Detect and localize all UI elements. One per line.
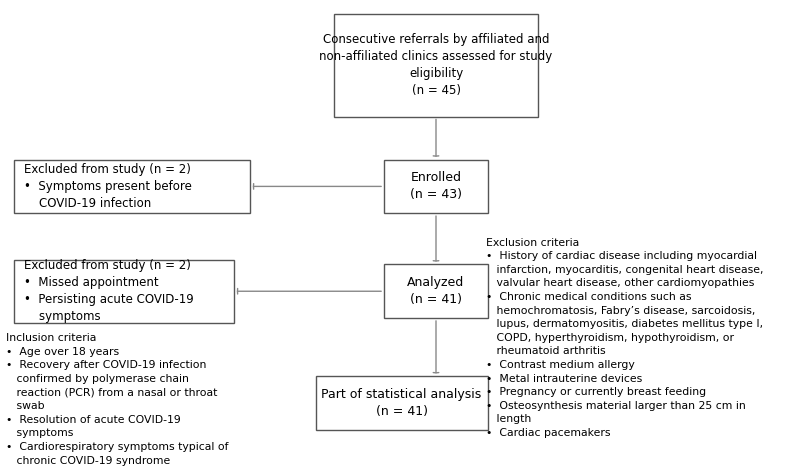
Text: Part of statistical analysis
(n = 41): Part of statistical analysis (n = 41) <box>322 388 482 418</box>
Text: Analyzed
(n = 41): Analyzed (n = 41) <box>407 276 465 306</box>
Text: Exclusion criteria
•  History of cardiac disease including myocardial
   infarct: Exclusion criteria • History of cardiac … <box>486 238 764 438</box>
Text: Inclusion criteria
•  Age over 18 years
•  Recovery after COVID-19 infection
   : Inclusion criteria • Age over 18 years •… <box>6 333 229 466</box>
FancyBboxPatch shape <box>384 159 488 213</box>
FancyBboxPatch shape <box>315 377 488 430</box>
FancyBboxPatch shape <box>334 14 538 116</box>
Text: Consecutive referrals by affiliated and
non-affiliated clinics assessed for stud: Consecutive referrals by affiliated and … <box>319 33 553 97</box>
FancyBboxPatch shape <box>14 260 234 322</box>
Text: Excluded from study (n = 2)
•  Missed appointment
•  Persisting acute COVID-19
 : Excluded from study (n = 2) • Missed app… <box>23 259 194 323</box>
FancyBboxPatch shape <box>14 159 250 213</box>
Text: Excluded from study (n = 2)
•  Symptoms present before
    COVID-19 infection: Excluded from study (n = 2) • Symptoms p… <box>24 163 191 210</box>
Text: Enrolled
(n = 43): Enrolled (n = 43) <box>410 171 462 201</box>
FancyBboxPatch shape <box>384 265 488 318</box>
